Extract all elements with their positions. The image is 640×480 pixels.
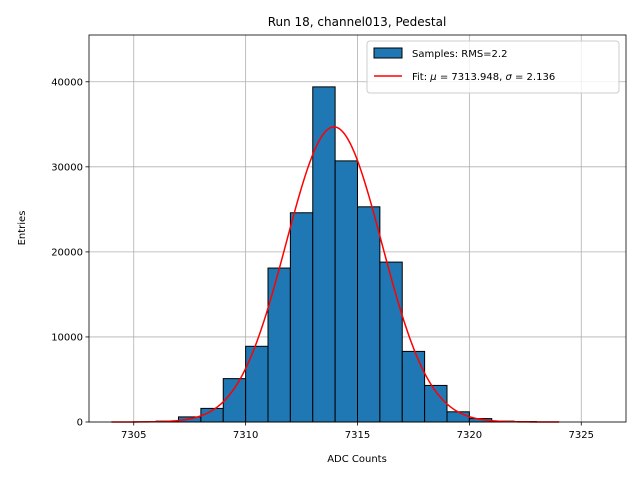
histogram-bar — [267, 267, 291, 423]
legend-fit-mu-symbol: μ — [429, 72, 436, 83]
y-tick-label: 30000 — [51, 162, 83, 173]
legend: Samples: RMS=2.2 Fit: μ = 7313.948, σ = … — [366, 40, 620, 94]
x-tick-label: 7315 — [345, 430, 370, 441]
legend-fit-prefix: Fit: — [412, 72, 430, 83]
gaussian-fit-curve — [111, 126, 559, 423]
histogram-bar — [334, 160, 358, 423]
x-tick-label: 7310 — [233, 430, 258, 441]
histogram-bar — [401, 350, 426, 423]
x-axis-title: ADC Counts — [327, 454, 387, 465]
histogram-bar — [245, 345, 269, 423]
y-axis-ticks: 0 10000 20000 30000 40000 — [51, 77, 89, 429]
legend-histogram-swatch — [373, 47, 403, 59]
histogram-bar — [379, 261, 403, 423]
histogram-bar — [357, 206, 381, 423]
legend-fit-label: Fit: μ = 7313.948, σ = 2.136 — [412, 72, 555, 83]
histogram-bar — [222, 378, 247, 423]
y-tick-label: 40000 — [51, 77, 83, 88]
legend-fit-mu-value: = 7313.948, — [437, 72, 506, 83]
x-axis-ticks: 7305 7310 7315 7320 7325 — [121, 422, 594, 441]
chart-title: Run 18, channel013, Pedestal — [268, 15, 447, 29]
legend-histogram-label: Samples: RMS=2.2 — [412, 49, 507, 60]
legend-box — [366, 40, 620, 94]
y-axis-title: Entries — [17, 211, 28, 246]
y-tick-label: 20000 — [51, 247, 83, 258]
y-tick-label: 10000 — [51, 332, 83, 343]
x-tick-label: 7320 — [457, 430, 482, 441]
legend-fit-sigma-symbol: σ — [505, 72, 512, 83]
y-tick-label: 0 — [77, 418, 83, 429]
legend-fit-sigma-value: = 2.136 — [512, 72, 555, 83]
x-tick-label: 7325 — [569, 430, 594, 441]
histogram-bar — [446, 411, 470, 423]
histogram-bar — [312, 86, 336, 423]
x-tick-label: 7305 — [121, 430, 146, 441]
histogram-bar — [289, 212, 314, 423]
